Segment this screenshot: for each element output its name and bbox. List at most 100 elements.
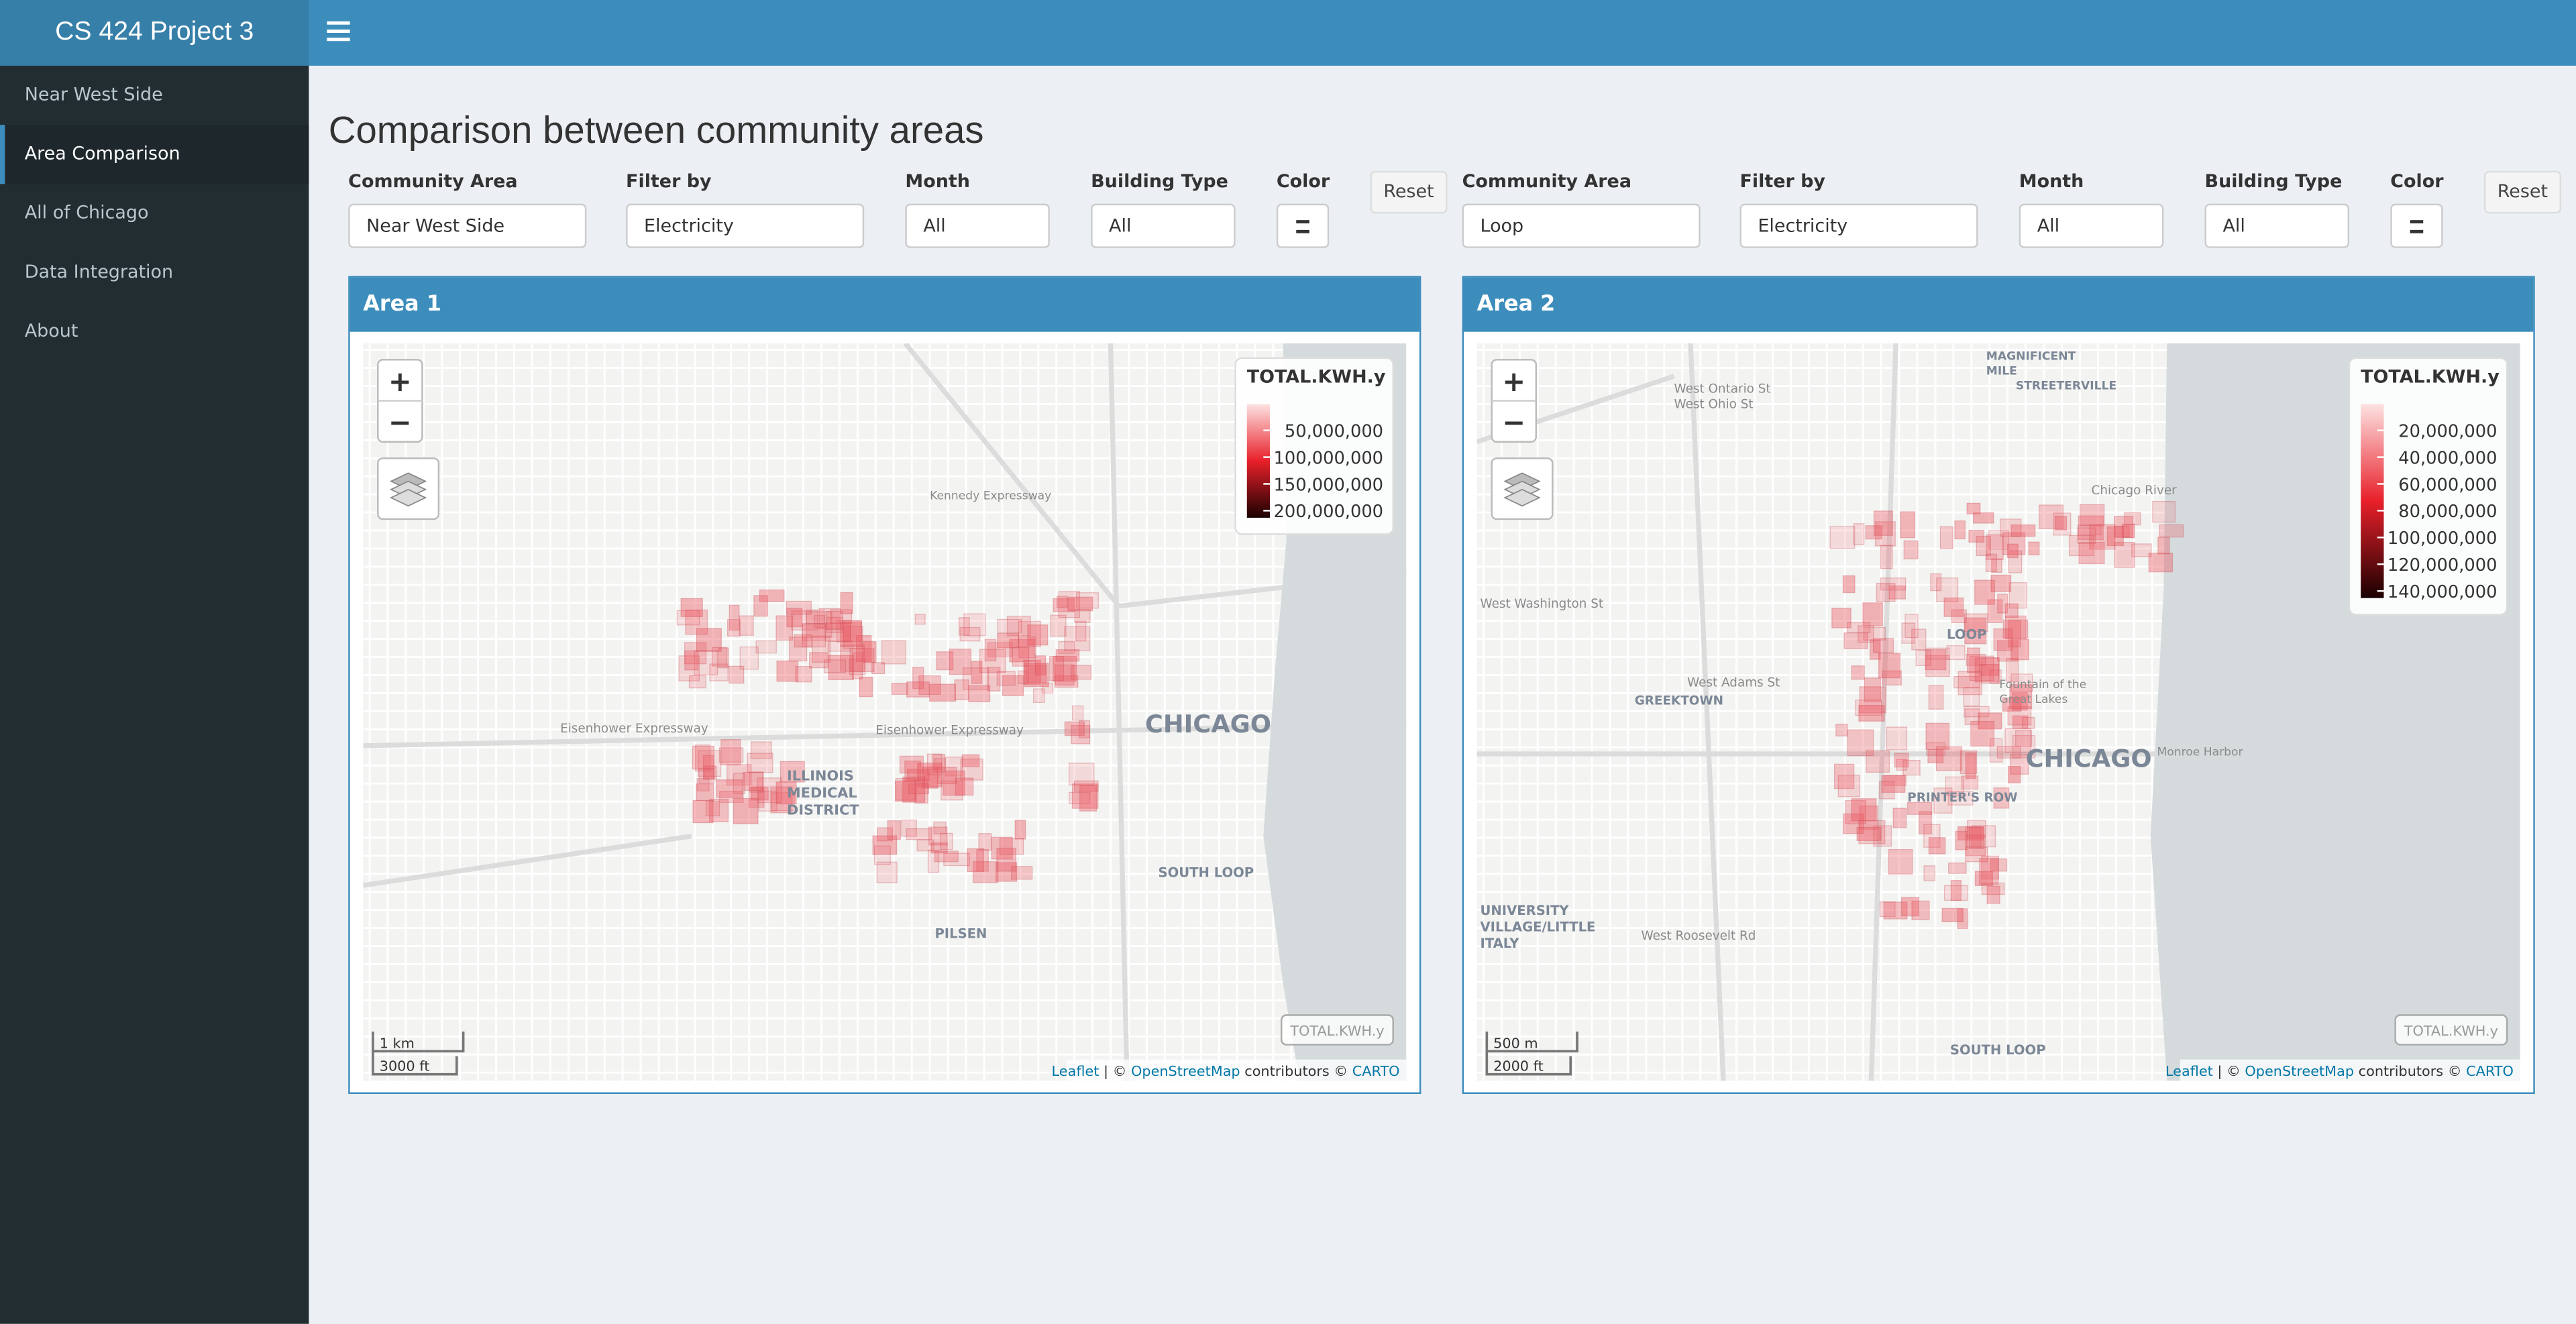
dropdown-value: All [1109,215,1132,237]
census-block [996,671,1016,686]
census-block [826,616,844,633]
dropdown[interactable]: All [2019,203,2164,248]
census-block [1927,749,1944,763]
dropdown[interactable]: All [905,203,1050,248]
attribution-text: contributors © [1240,1063,1352,1079]
census-block [794,634,812,648]
legend-box [1234,357,1394,535]
census-block [795,666,812,683]
census-block [1901,622,1915,644]
scale-metric: 1 km [380,1035,415,1051]
map[interactable]: CHICAGO LOOP GREEKTOWN PRINTER'S ROW SOUTH L… [1477,343,2520,1081]
map-label: Eisenhower Expressway [560,722,708,736]
census-block [1957,826,1984,841]
dropdown[interactable]: All [1091,203,1236,248]
census-block [729,604,740,631]
census-block [1907,802,1933,815]
census-block [1971,825,1996,848]
dropdown[interactable]: Near West Side [348,203,587,248]
control-label: Color [1276,170,1330,192]
census-block [1961,775,1979,790]
census-block [786,608,803,628]
dropdown[interactable]: Electricity [626,203,865,248]
census-block [1946,645,1966,661]
census-block [1988,530,2009,550]
census-block [1058,591,1081,618]
census-block [2007,765,2021,783]
census-block [961,754,980,767]
census-block [802,624,825,641]
census-block [927,849,940,873]
map-label: VILLAGE/LITTLE [1481,920,1596,935]
census-block [1880,577,1907,591]
census-block [2006,657,2019,682]
census-block [727,764,752,786]
census-block [694,650,718,675]
census-block [936,651,954,671]
census-block [757,777,782,804]
map-label: Monroe Harbor [2157,746,2244,759]
census-block [2000,518,2022,537]
legend-label: 20,000,000 [2398,421,2497,441]
census-block [2004,615,2027,640]
census-block [1055,664,1075,685]
menu-item[interactable]: Area Comparison [0,125,309,184]
census-block [680,598,703,617]
attribution-link[interactable]: CARTO [2466,1063,2514,1079]
census-block [1862,602,1883,626]
color-picker[interactable] [1276,203,1330,248]
census-block [1831,608,1851,628]
attribution-link[interactable]: Leaflet [2165,1063,2213,1079]
census-block [709,798,729,822]
census-block [1964,708,1980,725]
control-label: Building Type [1091,170,1228,192]
color-picker[interactable] [2390,203,2443,248]
census-block [1974,871,1993,887]
census-block [1851,665,1865,680]
census-block [999,838,1024,855]
reset-button[interactable]: Reset [1370,170,1448,214]
census-block [1847,729,1874,757]
census-block [753,595,768,617]
legend-title: TOTAL.KWH.y [2361,367,2500,388]
census-block [916,839,934,852]
census-block [705,801,720,817]
census-block [1968,827,1985,849]
census-block [1070,665,1092,680]
reset-button[interactable]: Reset [2483,170,2561,214]
census-block [1011,866,1033,880]
map-label: GREEKTOWN [1635,694,1723,708]
census-block [729,665,745,684]
attribution-link[interactable]: CARTO [1352,1063,1400,1079]
census-block [891,683,908,695]
dropdown[interactable]: All [2204,203,2350,248]
census-block [1951,609,1967,623]
census-block [2028,541,2040,555]
census-block [2010,524,2036,537]
census-block [2148,553,2174,573]
menu-item[interactable]: Near West Side [24,83,163,105]
census-block [2054,516,2068,531]
menu-toggle[interactable] [327,16,350,49]
attribution-link[interactable]: Leaflet [1052,1063,1099,1079]
control-label: Filter by [1739,170,1826,192]
attribution-link[interactable]: OpenStreetMap [1131,1063,1240,1079]
census-block [955,777,974,796]
census-block [949,649,972,675]
map-label: CHICAGO [2026,744,2152,773]
dropdown[interactable]: Electricity [1739,203,1978,248]
dropdown[interactable]: Loop [1462,203,1701,248]
map-label: CHICAGO [1145,710,1271,738]
scale-bar [372,1031,465,1076]
census-block [922,766,938,789]
census-block [1965,752,1976,779]
menu-item[interactable]: Data Integration [24,261,174,283]
map-label: West Washington St [1481,597,1604,611]
census-block [775,615,794,641]
census-block [1009,639,1035,663]
menu-item[interactable]: All of Chicago [24,202,149,224]
attribution-link[interactable]: OpenStreetMap [2245,1063,2354,1079]
menu-item[interactable]: About [24,320,78,342]
census-block [1050,614,1067,637]
